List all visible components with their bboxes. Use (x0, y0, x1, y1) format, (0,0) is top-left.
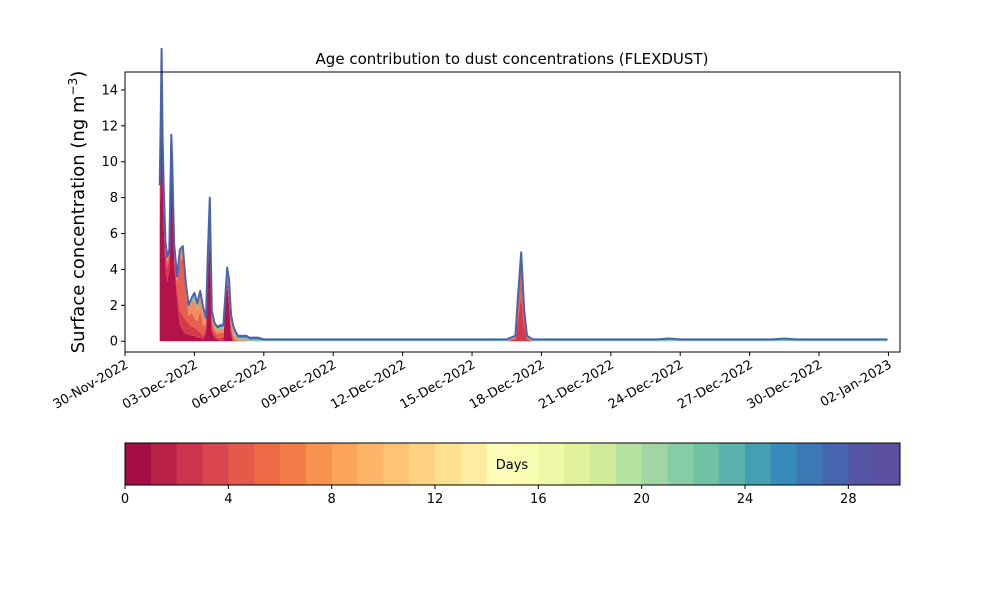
chart-title: Age contribution to dust concentrations … (316, 50, 709, 68)
colorbar-tick-label: 0 (121, 492, 129, 507)
colorbar-tick-label: 16 (530, 492, 547, 507)
colorbar-segment (228, 443, 255, 485)
colorbar-segment (848, 443, 875, 485)
colorbar-segment (486, 443, 513, 485)
colorbar-segment (538, 443, 565, 485)
colorbar-segment (254, 443, 281, 485)
x-tick-label: 15-Dec-2022 (398, 357, 478, 412)
colorbar-segment (409, 443, 436, 485)
x-tick-label: 21-Dec-2022 (536, 357, 616, 412)
y-tick-label: 10 (101, 155, 118, 170)
colorbar-tick-label: 4 (224, 492, 232, 507)
x-tick-label: 03-Dec-2022 (120, 357, 200, 412)
colorbar-segment (822, 443, 849, 485)
colorbar-segment (770, 443, 798, 485)
colorbar-segment (357, 443, 384, 485)
colorbar-segment (615, 443, 643, 485)
x-tick-label: 06-Dec-2022 (189, 357, 269, 412)
colorbar-segment (150, 443, 178, 485)
colorbar-segment (693, 443, 720, 485)
colorbar-segment (874, 443, 901, 485)
colorbar-segment (745, 443, 772, 485)
colorbar-segment (667, 443, 694, 485)
x-tick-label: 30-Nov-2022 (51, 357, 131, 412)
colorbar-segment (590, 443, 617, 485)
y-tick-label: 2 (110, 299, 118, 314)
x-tick-label: 27-Dec-2022 (675, 357, 755, 412)
x-tick-label: 18-Dec-2022 (467, 357, 547, 412)
colorbar (125, 443, 901, 485)
colorbar-segment (435, 443, 462, 485)
colorbar-tick-label: 24 (737, 492, 754, 507)
colorbar-segment (719, 443, 746, 485)
colorbar-tick-label: 8 (328, 492, 336, 507)
colorbar-segment (460, 443, 488, 485)
x-tick-label: 02-Jan-2023 (818, 357, 895, 410)
colorbar-segment (383, 443, 410, 485)
colorbar-segment (125, 443, 152, 485)
colorbar-segment (641, 443, 668, 485)
colorbar-segment (331, 443, 358, 485)
colorbar-frame (124, 442, 901, 486)
colorbar-label: Days (496, 458, 529, 473)
colorbar-segment (796, 443, 823, 485)
y-tick-label: 4 (110, 263, 118, 278)
colorbar-tick-label: 20 (633, 492, 650, 507)
colorbar-segment (176, 443, 203, 485)
colorbar-segment (512, 443, 539, 485)
x-tick-label: 30-Dec-2022 (745, 357, 825, 412)
y-tick-label: 14 (101, 83, 118, 98)
colorbar-segment (564, 443, 591, 485)
y-tick-label: 0 (110, 335, 118, 350)
y-axis-label-main: Surface concentration (ng m (68, 95, 89, 353)
x-axis: 30-Nov-202203-Dec-202206-Dec-202209-Dec-… (51, 352, 895, 413)
colorbar-tick-label: 12 (427, 492, 444, 507)
y-tick-label: 8 (110, 191, 118, 206)
colorbar-segment (305, 443, 333, 485)
y-axis-label-suffix: ) (68, 71, 89, 78)
y-tick-label: 12 (101, 119, 118, 134)
y-tick-label: 6 (110, 227, 118, 242)
x-tick-label: 09-Dec-2022 (259, 357, 339, 412)
total-outline (158, 47, 888, 341)
y-axis-label: Surface concentration (ng m−3) (66, 71, 89, 354)
x-tick-label: 12-Dec-2022 (328, 357, 408, 412)
y-axis: 0 2 4 6 8 10 12 14 (101, 83, 125, 350)
colorbar-segment (202, 443, 229, 485)
y-axis-label-exponent: −3 (66, 78, 80, 96)
colorbar-ticks: 0 4 8 12 16 20 24 28 (121, 485, 857, 507)
area-series-group (158, 47, 888, 342)
x-tick-label: 24-Dec-2022 (606, 357, 686, 412)
colorbar-segment (280, 443, 307, 485)
colorbar-tick-label: 28 (840, 492, 857, 507)
plot-frame (124, 71, 901, 353)
